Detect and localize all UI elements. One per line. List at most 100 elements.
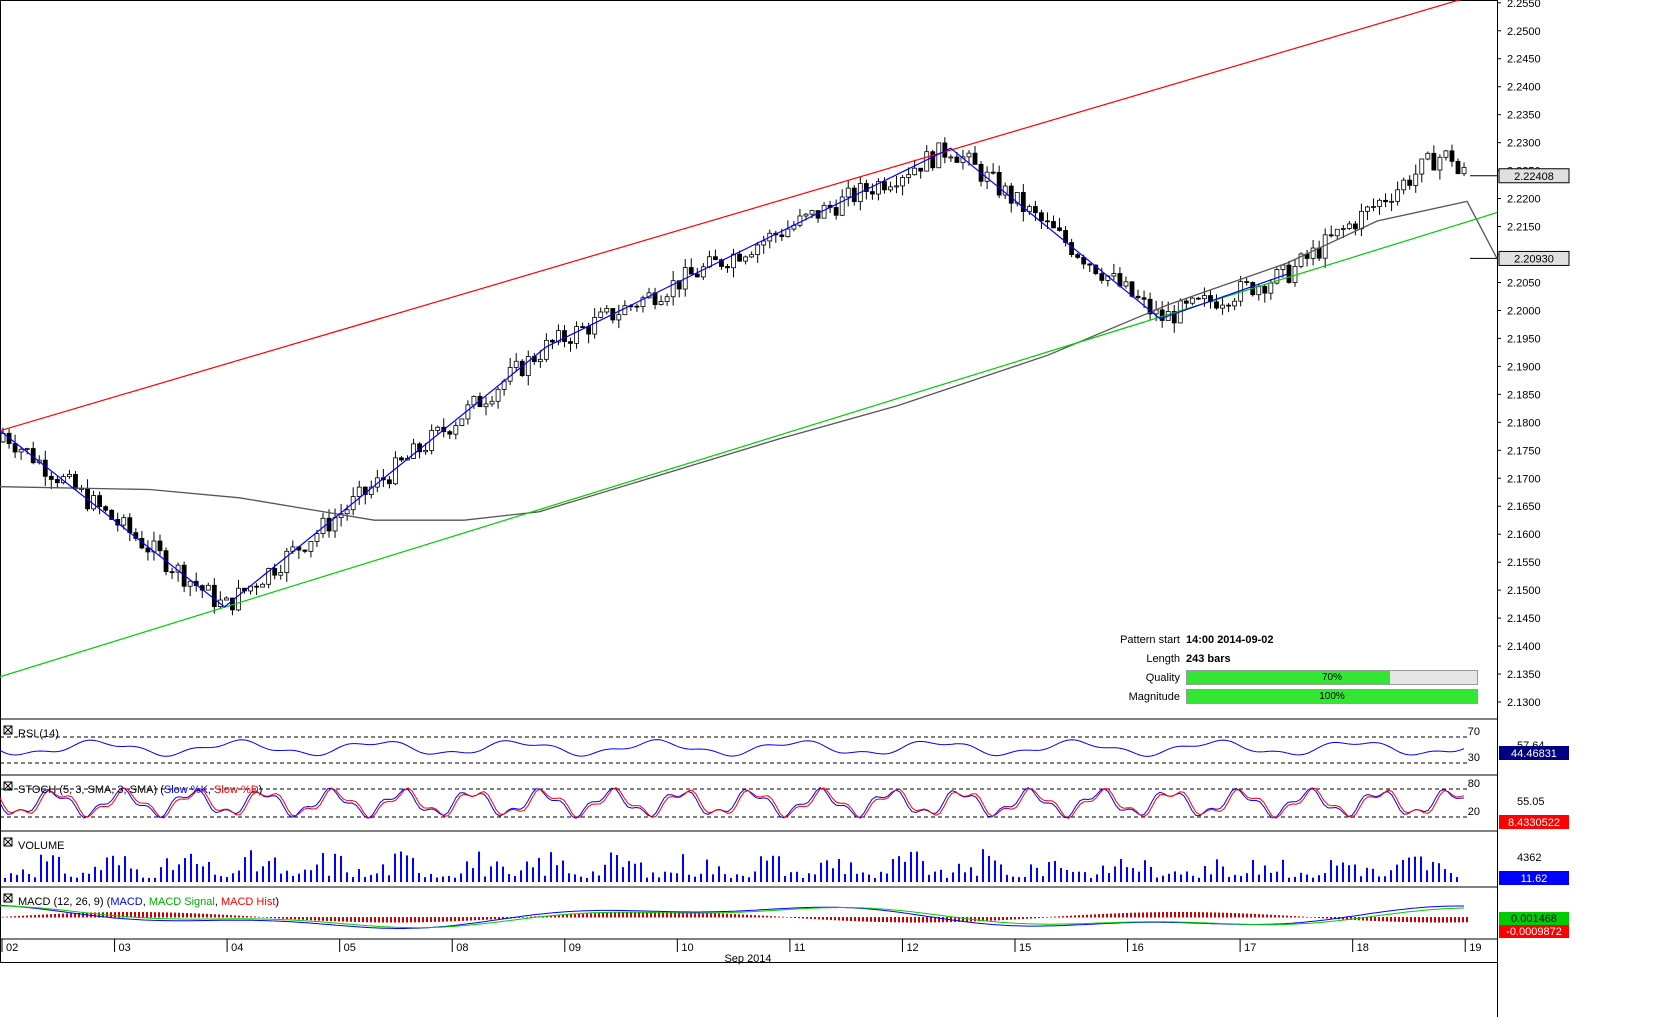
candle-body	[1039, 212, 1044, 222]
volume-bar	[958, 863, 960, 882]
candle-body	[483, 403, 489, 408]
candle-body	[1057, 227, 1062, 231]
volume-bar	[724, 874, 726, 882]
candle-body	[779, 234, 785, 238]
volume-bar	[352, 876, 354, 882]
candle-body	[634, 305, 640, 308]
macd-hist-bar	[1302, 916, 1304, 918]
volume-bar	[1240, 876, 1242, 882]
day-tick-label: 12	[906, 942, 918, 954]
macd-hist-bar	[990, 917, 992, 921]
volume-bar	[1252, 859, 1254, 882]
volume-bar	[190, 853, 192, 882]
macd-hist-bar	[886, 917, 888, 923]
macd-hist-bar	[654, 912, 656, 918]
price-tick-label: 2.1850	[1507, 389, 1541, 401]
rsi-level-30-label: 30	[1468, 752, 1480, 764]
macd-hist-bar	[374, 917, 376, 923]
macd-hist-bar	[1086, 914, 1088, 918]
candle-body	[332, 517, 338, 532]
volume-bar	[1150, 866, 1152, 882]
candle-body	[97, 495, 103, 507]
candle-body	[1431, 152, 1437, 171]
macd-hist-bar	[190, 913, 192, 918]
macd-hist-bar	[142, 912, 144, 918]
candle-body	[700, 266, 706, 278]
candle-body	[543, 339, 549, 360]
candle-body	[604, 308, 610, 313]
price-tick-label: 2.1450	[1507, 613, 1541, 625]
day-tick-label: 02	[6, 942, 18, 954]
volume-bar	[658, 877, 660, 882]
volume-bar	[1384, 876, 1386, 882]
macd-hist-bar	[1106, 913, 1108, 918]
macd-hist-bar	[1222, 912, 1224, 918]
macd-hist-bar	[406, 917, 408, 923]
price-tick-label: 2.2450	[1507, 54, 1541, 66]
macd-hist-bar	[314, 917, 316, 921]
candle-body	[1340, 228, 1346, 230]
macd-hist-bar	[138, 912, 140, 918]
volume-bar	[1324, 873, 1326, 882]
candle-body	[1437, 156, 1443, 171]
macd-hist-bar	[1274, 914, 1276, 918]
candle-body	[869, 191, 875, 195]
macd-hist-bar	[334, 917, 336, 922]
macd-hist-bar	[830, 917, 832, 921]
macd-hist-bar	[1142, 912, 1144, 918]
macd-hist-bar	[18, 915, 20, 918]
macd-hist-bar	[290, 917, 292, 920]
macd-hist-bar	[862, 917, 864, 922]
macd-hist-bar	[258, 916, 260, 918]
macd-hist-bar	[1406, 917, 1408, 923]
macd-hist-bar	[686, 912, 688, 918]
candle-body	[676, 280, 682, 290]
macd-hist-bar	[154, 912, 156, 918]
macd-hist-bar	[1206, 912, 1208, 918]
candle-body	[1274, 269, 1280, 284]
volume-bar	[880, 871, 882, 882]
macd-hist-bar	[1202, 912, 1204, 918]
candle-body	[73, 473, 78, 490]
volume-bar	[874, 877, 876, 882]
candle-body	[368, 486, 374, 495]
candle-body	[1268, 282, 1274, 294]
price-tick-label: 2.2200	[1507, 194, 1541, 206]
macd-hist-bar	[1374, 917, 1376, 922]
volume-bar	[136, 869, 138, 882]
magnitude-bar-fill	[1187, 690, 1477, 703]
volume-bar	[628, 861, 630, 882]
macd-hist-bar	[1070, 915, 1072, 918]
volume-bar	[970, 867, 972, 882]
price-tick-label: 2.1650	[1507, 501, 1541, 513]
candle-body	[906, 174, 912, 178]
volume-bar	[1330, 860, 1332, 882]
volume-bar	[790, 872, 792, 882]
macd-hist-bar	[1382, 917, 1384, 922]
candle-body	[912, 167, 918, 176]
candle-body	[1383, 199, 1388, 203]
candle-body	[1196, 297, 1201, 300]
volume-bar	[1198, 877, 1200, 882]
volume-bar	[1012, 876, 1014, 882]
macd-hist-bar	[894, 917, 896, 923]
price-tick-label: 2.1300	[1507, 697, 1541, 709]
macd-hist-bar	[558, 914, 560, 918]
volume-bar	[1210, 874, 1212, 882]
volume-bar	[154, 877, 156, 882]
candle-body	[797, 215, 803, 226]
candle-body	[48, 475, 54, 480]
volume-bar	[430, 873, 432, 882]
macd-hist-bar	[370, 917, 372, 923]
macd-hist-bar	[266, 917, 268, 918]
macd-hist-bar	[1282, 915, 1284, 918]
volume-bar	[4, 878, 6, 882]
macd-hist-bar	[1010, 917, 1012, 920]
macd-hist-bar	[790, 917, 792, 918]
macd-hist-bar	[1162, 912, 1164, 918]
macd-hist-bar	[1342, 917, 1344, 920]
macd-hist-bar	[438, 917, 440, 922]
volume-bar	[700, 873, 702, 882]
volume-bar	[598, 875, 600, 882]
volume-bar	[340, 855, 342, 882]
